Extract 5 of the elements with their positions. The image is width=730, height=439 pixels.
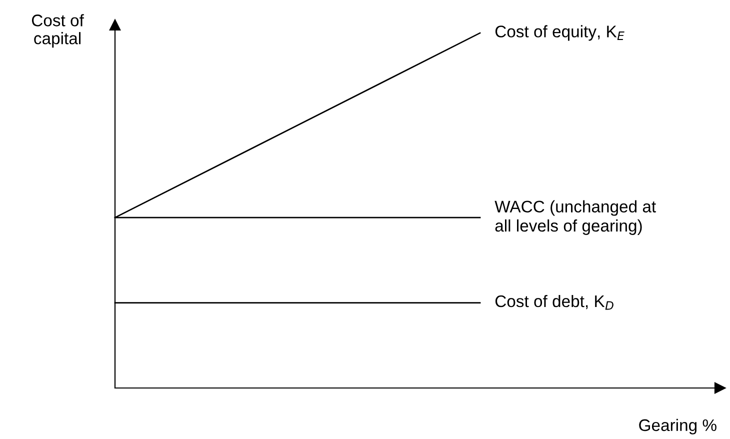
series-label: Cost of equity, K$_{E}$	[495, 25, 624, 41]
y-axis-title: Cost of capital	[32, 14, 84, 48]
series-label: WACC (unchanged at all levels of gearing)	[494, 200, 656, 235]
x-axis-title: Gearing %	[639, 418, 716, 434]
series-label: Cost of debt, K$_{D}$	[495, 294, 614, 310]
